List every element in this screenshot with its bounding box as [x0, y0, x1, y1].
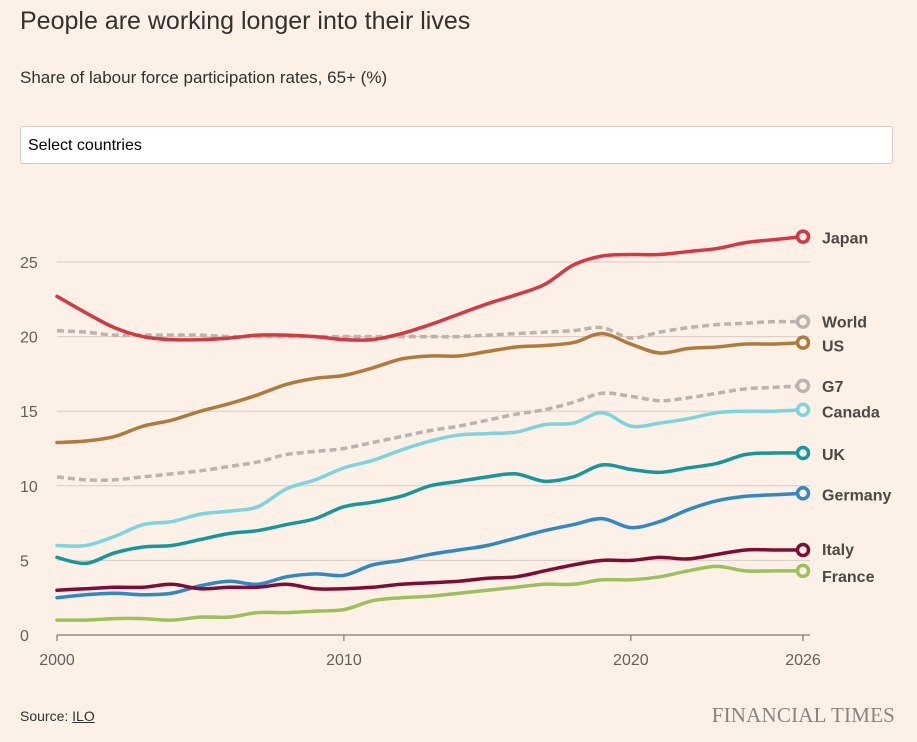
chart-subtitle: Share of labour force participation rate…	[20, 68, 388, 87]
end-marker-japan	[795, 229, 811, 244]
y-tick-label-15: 15	[20, 404, 38, 421]
end-marker-germany	[795, 486, 811, 501]
series-line-japan	[55, 234, 805, 342]
x-tick-label-2026: 2026	[785, 652, 821, 669]
series-lines	[55, 234, 805, 622]
x-tick-label-2020: 2020	[613, 652, 649, 669]
series-labels: Japan World US G7 Canada UK Germany Italy France	[822, 231, 891, 586]
brand-logo-text: FINANCIAL TIMES	[711, 703, 895, 727]
y-tick-label-10: 10	[20, 479, 38, 496]
series-line-g7	[56, 384, 804, 482]
series-label-germany: Germany	[822, 487, 891, 504]
end-markers	[795, 229, 811, 579]
series-line-world	[56, 319, 804, 340]
axes: 0 5 10 15 20 25 2000 2010 2020 2026	[20, 255, 821, 669]
series-label-canada: Canada	[822, 405, 880, 422]
y-tick-label-5: 5	[20, 553, 29, 570]
series-label-france: France	[822, 569, 875, 586]
y-tick-label-25: 25	[20, 255, 38, 272]
series-label-us: US	[822, 339, 845, 356]
series-line-canada	[55, 407, 805, 548]
line-chart: 0 5 10 15 20 25 2000 2010 2020 2026 Japan World US G…	[20, 229, 891, 669]
select-countries-label: Select countries	[28, 137, 142, 154]
x-tick-label-2000: 2000	[39, 652, 75, 669]
x-tick-label-2010: 2010	[326, 652, 362, 669]
select-countries-dropdown[interactable]: Select countries	[20, 126, 893, 164]
end-marker-uk	[795, 445, 811, 461]
series-line-france	[55, 564, 805, 622]
series-label-uk: UK	[822, 447, 846, 464]
end-marker-canada	[795, 402, 811, 417]
gridlines	[57, 261, 810, 561]
series-label-g7: G7	[822, 379, 843, 396]
series-label-italy: Italy	[822, 542, 854, 559]
series-line-italy	[55, 547, 805, 592]
source-link[interactable]: ILO	[72, 708, 95, 724]
y-tick-label-20: 20	[20, 330, 38, 347]
end-marker-france	[795, 563, 811, 579]
source-note: Source: ILO	[20, 707, 95, 725]
source-label: Source:	[20, 708, 69, 724]
series-label-world: World	[822, 315, 867, 332]
series-line-germany	[55, 491, 805, 600]
chart-title: People are working longer into their liv…	[20, 7, 471, 35]
end-marker-italy	[795, 542, 811, 558]
end-marker-us	[795, 335, 811, 350]
end-marker-g7	[795, 378, 811, 394]
y-tick-label-0: 0	[20, 628, 29, 645]
series-line-uk	[55, 451, 805, 566]
end-marker-world	[795, 314, 811, 329]
series-line-us	[55, 331, 805, 445]
series-label-japan: Japan	[822, 231, 868, 248]
